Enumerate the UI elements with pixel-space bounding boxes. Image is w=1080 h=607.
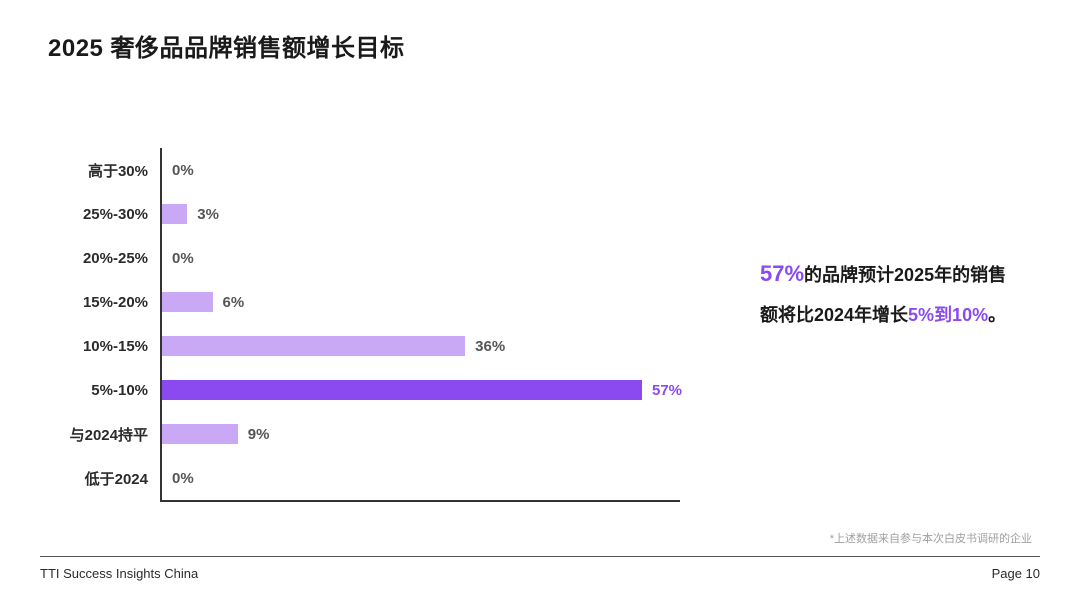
value-label: 3% [197,206,219,223]
callout-highlight-2: 5%到10% [908,305,988,325]
chart-row: 15%-20% 6% [55,280,705,324]
chart-row: 5%-10% 57% [55,368,705,412]
footer-rule [40,556,1040,557]
category-label: 15%-20% [55,294,160,311]
bar [162,292,213,312]
callout-text: 57%的品牌预计2025年的销售额将比2024年增长5%到10%。 [760,251,1020,335]
chart-row: 10%-15% 36% [55,324,705,368]
chart-row: 25%-30% 3% [55,192,705,236]
value-label: 36% [475,338,505,355]
value-label: 0% [172,162,194,179]
bar-cell: 0% [160,236,705,280]
value-label: 57% [652,382,682,399]
bar-cell: 0% [160,148,705,192]
chart-row: 与2024持平 9% [55,412,705,456]
value-label: 6% [223,294,245,311]
footer-left: TTI Success Insights China [40,566,198,581]
value-label: 0% [172,250,194,267]
category-label: 20%-25% [55,250,160,267]
category-label: 25%-30% [55,206,160,223]
callout-highlight-1: 57% [760,261,804,286]
category-label: 高于30% [55,160,160,181]
footnote: *上述数据来自参与本次白皮书调研的企业 [830,530,1032,546]
bar-cell: 57% [160,368,705,412]
value-label: 9% [248,426,270,443]
chart-row: 低于2024 0% [55,456,705,500]
bar-cell: 9% [160,412,705,456]
chart-row: 20%-25% 0% [55,236,705,280]
page-title: 2025 奢侈品品牌销售额增长目标 [48,28,405,63]
category-label: 低于2024 [55,468,160,489]
bar-cell: 6% [160,280,705,324]
bar [162,380,642,400]
bar-cell: 3% [160,192,705,236]
bar-cell: 36% [160,324,705,368]
category-label: 与2024持平 [55,424,160,445]
bar [162,424,238,444]
footer-right: Page 10 [992,566,1040,581]
chart-row: 高于30% 0% [55,148,705,192]
callout-text-2: 。 [988,305,1006,325]
value-label: 0% [172,470,194,487]
category-label: 5%-10% [55,382,160,399]
bar [162,336,465,356]
growth-target-bar-chart: 高于30% 0% 25%-30% 3% 20%-25% 0% 15%-20% 6% 10%-15… [55,148,705,500]
bar-cell: 0% [160,456,705,500]
bar [162,204,187,224]
category-label: 10%-15% [55,338,160,355]
x-axis [160,500,680,502]
